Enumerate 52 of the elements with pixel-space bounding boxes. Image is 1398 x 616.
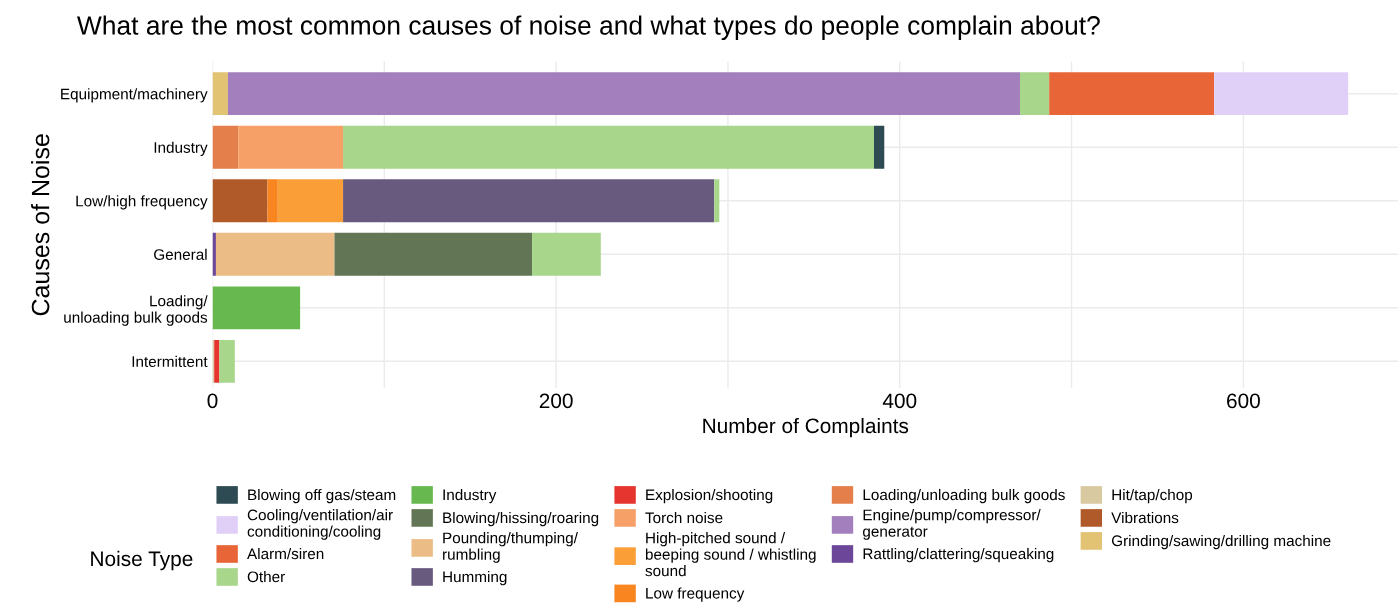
legend-label: Alarm/siren (247, 547, 324, 560)
bar (1020, 72, 1050, 116)
legend-label: Blowing off gas/steam (248, 488, 396, 504)
y-tick-label: Industry (154, 141, 208, 156)
legend-label: Other (247, 570, 285, 583)
legend-label: Pounding/thumping/ rumbling (443, 532, 578, 563)
bar (212, 179, 268, 223)
x-tick-label: 0 (207, 393, 218, 409)
bar (267, 179, 278, 223)
legend-label: Hit/tap/chop (1112, 488, 1193, 504)
bar (1214, 72, 1349, 116)
legend-label: Humming (443, 570, 507, 586)
y-tick-label: Intermittent (132, 355, 208, 368)
legend-label: Vibrations (1111, 511, 1179, 524)
bar (532, 232, 601, 276)
y-tick-label: Equipment/machinery (61, 88, 208, 103)
y-tick-label: Low/high frequency (76, 195, 208, 210)
bar (212, 286, 301, 330)
bar (334, 232, 533, 276)
legend-label: Grinding/sawing/drilling machine (1111, 534, 1331, 550)
legend-label: Low frequency (646, 587, 745, 602)
chart-title: What are the most common causes of noise and what types do people complain about? (77, 15, 1100, 41)
bar (343, 179, 715, 223)
legend-label: Torch noise (645, 511, 723, 524)
x-axis-title: Number of Complaints (703, 417, 909, 438)
legend-label: Cooling/ventilation/air conditioning/cooling (247, 509, 393, 540)
y-axis-title: Causes of Noise (31, 134, 50, 316)
x-tick-label: 400 (882, 393, 917, 409)
bar (219, 339, 235, 383)
legend-title: Noise Type (91, 550, 193, 571)
legend-label: Loading/unloading bulk goods (863, 488, 1065, 504)
bar (714, 179, 720, 223)
bar (214, 339, 220, 383)
bar (215, 232, 335, 276)
bar (1049, 72, 1215, 116)
bar (277, 179, 344, 223)
bar (238, 125, 344, 169)
x-tick-label: 200 (539, 393, 573, 409)
legend-label: Explosion/shooting (646, 488, 773, 504)
legend-label: Rattling/clattering/squeaking (863, 547, 1054, 563)
bar (212, 72, 228, 116)
bar (212, 125, 239, 169)
legend-label: High-pitched sound / beeping sound / whistling sound (645, 532, 816, 577)
y-tick-label: Loading/ unloading bulk goods (64, 295, 208, 326)
legend-label: Engine/pump/compressor/ generator (862, 509, 1041, 540)
bar (343, 125, 874, 169)
legend-label: Blowing/hissing/roaring (443, 511, 599, 527)
x-tick-label: 600 (1227, 393, 1260, 409)
y-tick-label: General (154, 248, 207, 260)
bar (227, 72, 1021, 116)
bar (873, 125, 885, 169)
legend-label: Industry (443, 488, 497, 504)
